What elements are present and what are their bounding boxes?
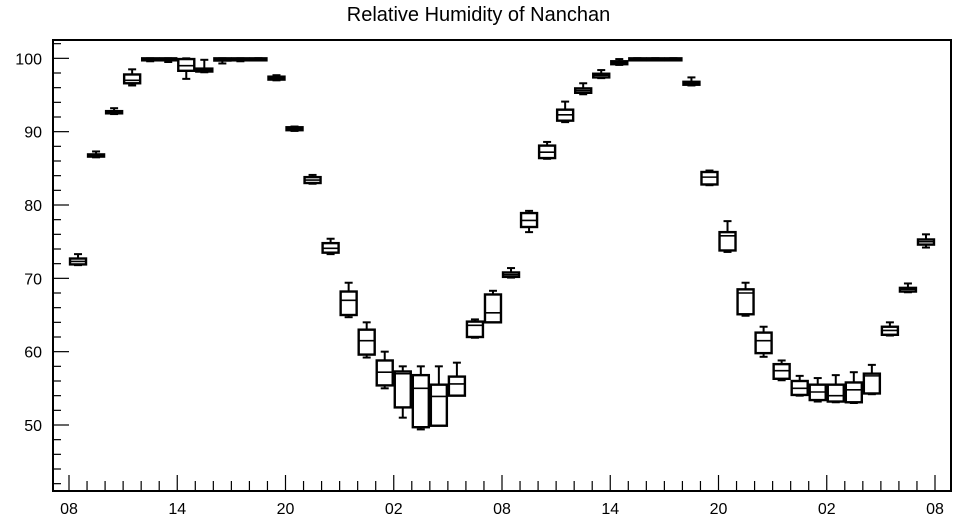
box bbox=[357, 321, 376, 359]
box bbox=[519, 209, 539, 234]
box bbox=[429, 365, 449, 427]
plot-frame bbox=[52, 39, 952, 492]
box bbox=[411, 365, 431, 431]
box bbox=[790, 374, 809, 397]
box bbox=[610, 58, 629, 66]
box-body bbox=[826, 383, 845, 403]
box bbox=[826, 374, 845, 404]
box-body bbox=[700, 170, 719, 186]
box-body bbox=[844, 381, 864, 404]
box bbox=[483, 289, 503, 324]
box-body bbox=[718, 230, 737, 252]
y-tick-label: 60 bbox=[24, 345, 42, 362]
box bbox=[628, 57, 647, 62]
box bbox=[249, 57, 268, 62]
box bbox=[465, 318, 485, 339]
box bbox=[393, 365, 412, 419]
y-tick-label: 50 bbox=[24, 418, 42, 435]
box-body bbox=[754, 331, 773, 355]
box bbox=[772, 359, 791, 382]
box bbox=[447, 361, 467, 397]
box bbox=[916, 233, 936, 249]
box bbox=[267, 74, 286, 82]
box bbox=[682, 76, 701, 87]
box bbox=[898, 282, 918, 294]
box bbox=[555, 100, 575, 124]
box bbox=[104, 107, 124, 116]
x-tick-label: 08 bbox=[60, 501, 78, 518]
x-tick-label: 02 bbox=[818, 501, 836, 518]
box bbox=[339, 281, 358, 319]
box bbox=[231, 57, 250, 63]
box-body bbox=[122, 73, 142, 85]
box bbox=[664, 57, 683, 62]
box bbox=[537, 140, 557, 160]
box bbox=[501, 267, 521, 279]
box bbox=[303, 173, 322, 185]
x-tick-label: 14 bbox=[168, 501, 186, 518]
y-tick-label: 70 bbox=[24, 271, 42, 288]
chart-title: Relative Humidity of Nanchan bbox=[346, 4, 611, 26]
box bbox=[213, 57, 232, 65]
y-tick-label: 80 bbox=[24, 198, 42, 215]
box bbox=[808, 377, 827, 403]
box bbox=[140, 57, 160, 63]
box bbox=[375, 350, 394, 390]
box bbox=[646, 57, 665, 62]
box-body bbox=[447, 375, 467, 397]
box bbox=[122, 68, 142, 87]
box bbox=[754, 325, 773, 358]
box bbox=[86, 150, 106, 159]
y-tick-label: 100 bbox=[15, 51, 42, 68]
x-tick-label: 08 bbox=[493, 501, 511, 518]
box bbox=[285, 125, 304, 132]
box bbox=[736, 281, 755, 317]
box-body bbox=[465, 320, 485, 339]
box-body bbox=[483, 293, 503, 324]
box bbox=[177, 57, 196, 80]
box-body bbox=[862, 372, 882, 395]
box bbox=[195, 58, 214, 74]
box-body bbox=[339, 290, 358, 317]
x-tick-label: 02 bbox=[385, 501, 403, 518]
box bbox=[592, 69, 611, 80]
box bbox=[718, 220, 737, 253]
x-tick-label: 20 bbox=[277, 501, 295, 518]
x-tick-label: 08 bbox=[926, 501, 944, 518]
box-body bbox=[736, 288, 755, 316]
box bbox=[862, 363, 882, 396]
box bbox=[159, 57, 178, 63]
box bbox=[700, 169, 719, 187]
y-tick-label: 90 bbox=[24, 125, 42, 142]
box bbox=[573, 82, 593, 96]
box bbox=[844, 371, 864, 404]
box bbox=[880, 321, 900, 337]
box-body bbox=[357, 328, 376, 356]
box-body bbox=[429, 383, 449, 427]
box bbox=[321, 237, 340, 256]
box-body bbox=[393, 370, 412, 409]
x-tick-label: 20 bbox=[710, 501, 728, 518]
x-tick-label: 14 bbox=[601, 501, 619, 518]
box-body bbox=[411, 373, 431, 429]
box bbox=[68, 253, 88, 267]
